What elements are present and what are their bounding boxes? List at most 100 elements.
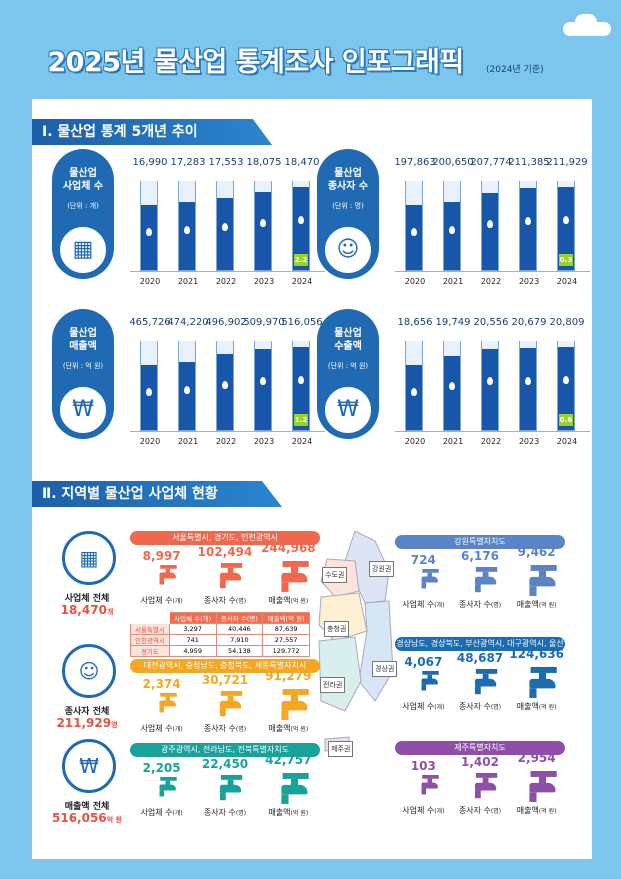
metric-unit: (명): [235, 598, 247, 605]
table-row-name: 인천광역시: [130, 634, 170, 646]
region-bar-chungcheong: 대전광역시, 충청남도, 충청북도, 세종특별자치시: [130, 659, 320, 673]
faucet-part: [421, 671, 439, 675]
faucet-icon: [473, 773, 498, 799]
faucet-part: [529, 678, 556, 689]
bar-value-label: 211,385: [508, 157, 550, 168]
money-bag-icon: ₩: [62, 739, 116, 793]
bar-fill: [444, 356, 460, 430]
faucet-part: [159, 706, 164, 713]
faucet-part: [529, 688, 537, 698]
metric-name: 사업체 수: [140, 808, 173, 817]
table-row-name: 서울특별시: [130, 623, 170, 635]
bar-column: 17,283 2021: [168, 157, 208, 297]
region-metric-label: 종사자 수(명): [440, 805, 520, 816]
metric-unit: (명): [235, 726, 247, 733]
water-drop-icon: [222, 223, 228, 231]
bar-column: 211,385 2023: [508, 157, 549, 297]
metric-label: 종사자 수(명): [440, 805, 520, 816]
metric-name: 사업체 수: [140, 596, 173, 605]
year-label: 2021: [442, 437, 464, 446]
metric-value: 2,205: [142, 761, 181, 775]
faucet-part: [159, 578, 164, 585]
year-label: 2024: [291, 437, 313, 446]
metric-value: 91,279: [265, 669, 312, 683]
water-drop-icon: [563, 216, 569, 224]
bar-tube: 1.2: [292, 341, 310, 431]
year-label: 2020: [139, 437, 161, 446]
stat-name: 물산업 종사자 수: [317, 167, 379, 193]
region-metric: 124,636: [497, 647, 577, 661]
faucet-part: [281, 582, 289, 592]
stat-name-line: 수출액: [334, 341, 362, 352]
metric-name: 사업체 수: [402, 600, 435, 609]
stat-pill: 물산업 매출액 (단위 : 억 원) ₩: [52, 309, 114, 439]
bar-fill: [482, 349, 498, 430]
bar-fill: [482, 193, 498, 270]
region-metric-label: 매출액(억 원): [248, 807, 328, 818]
faucet-icon: [158, 565, 177, 585]
metric-label: 사업체 수(개): [383, 599, 463, 610]
region-metric: 91,279: [248, 669, 328, 683]
metric-unit: (억 원): [538, 704, 557, 711]
faucet-part: [282, 689, 309, 695]
faucet-part: [290, 566, 298, 575]
metric-unit: (억 원): [290, 598, 309, 605]
faucet-part: [476, 773, 498, 778]
metric-label: 매출액(억 원): [497, 805, 577, 816]
region-metric-label: 종사자 수(명): [440, 599, 520, 610]
stat-name: 물산업 매출액: [52, 327, 114, 353]
region-metric: 724: [383, 553, 463, 567]
year-label: 2024: [556, 437, 578, 446]
faucet-part: [427, 674, 432, 680]
faucet-part: [421, 569, 439, 573]
faucet-part: [421, 775, 439, 779]
water-drop-icon: [184, 386, 190, 394]
region-metric: 244,968: [248, 541, 328, 555]
year-label: 2023: [518, 437, 540, 446]
bar-tube: [519, 181, 537, 271]
metric-name: 종사자 수: [458, 806, 491, 815]
table-corner-cell: [130, 612, 170, 624]
metric-label: 종사자 수(명): [185, 595, 265, 606]
faucet-part: [281, 700, 308, 711]
table-header-cell: 매출액(억 원): [262, 612, 310, 624]
faucet-part: [530, 667, 557, 673]
region-bar-yeongnam: 경상남도, 경상북도, 부산광역시, 대구광역시, 울산광역시: [395, 637, 565, 662]
bar-column: 17,553 2022: [206, 157, 246, 297]
year-label: 2022: [480, 437, 502, 446]
metric-name: 매출액: [516, 702, 539, 711]
metric-unit: (억 원): [538, 602, 557, 609]
year-label: 2022: [480, 277, 502, 286]
bar-fill: 2.2: [293, 187, 309, 270]
region-metric-label: 매출액(억 원): [248, 723, 328, 734]
total-value: 211,929명: [32, 716, 142, 730]
faucet-icon: [420, 671, 439, 691]
bar-tube: [178, 181, 196, 271]
map-label-honam: 전라권: [320, 677, 346, 693]
metric-label: 사업체 수(개): [383, 805, 463, 816]
bar-value-label: 16,990: [132, 157, 168, 168]
faucet-part: [220, 572, 242, 581]
map-label-gangwon: 강원권: [369, 561, 395, 577]
faucet-part: [160, 777, 177, 781]
metric-label: 사업체 수(개): [383, 701, 463, 712]
faucet-part: [475, 686, 482, 695]
bar-value-label: 18,656: [397, 317, 433, 328]
bar-fill: [141, 205, 157, 270]
faucet-part: [220, 700, 242, 709]
growth-badge: 1.2: [294, 414, 308, 426]
metric-label: 매출액(억 원): [497, 599, 577, 610]
faucet-icon: [527, 771, 564, 808]
faucet-part: [220, 580, 227, 589]
bar-tube: [178, 341, 196, 431]
bar-tube: [405, 341, 423, 431]
region-metric: 6,176: [440, 549, 520, 563]
faucet-part: [281, 710, 289, 720]
bar-column: 496,902 2022: [205, 317, 246, 457]
region-metric: 48,687: [440, 651, 520, 665]
metric-unit: (개): [172, 598, 183, 605]
map-label-yeongnam: 경상권: [372, 661, 398, 677]
faucet-part: [281, 572, 308, 583]
faucet-part: [530, 771, 557, 777]
faucet-icon: [218, 691, 243, 717]
